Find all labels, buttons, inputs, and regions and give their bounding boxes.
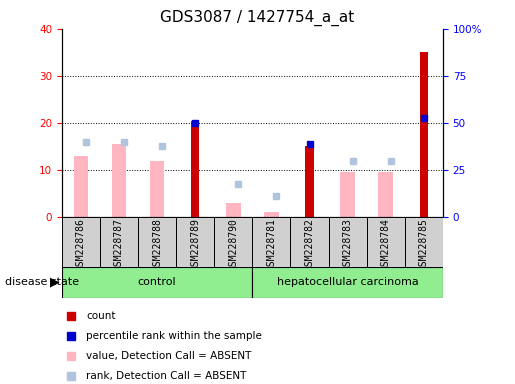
Text: GSM228784: GSM228784	[381, 218, 391, 271]
Bar	[112, 144, 126, 217]
Bar	[226, 203, 241, 217]
Text: GSM228788: GSM228788	[152, 218, 162, 271]
Bar	[191, 121, 199, 217]
Text: GSM228782: GSM228782	[304, 218, 315, 271]
Bar	[150, 161, 164, 217]
Bar	[379, 172, 393, 217]
Bar	[138, 217, 176, 267]
Text: GSM228781: GSM228781	[266, 218, 277, 271]
Bar	[329, 217, 367, 267]
Text: control: control	[138, 277, 176, 287]
Bar	[290, 217, 329, 267]
Bar	[214, 217, 252, 267]
Bar	[74, 156, 88, 217]
Text: count: count	[86, 311, 116, 321]
Text: GSM228783: GSM228783	[342, 218, 353, 271]
Text: rank, Detection Call = ABSENT: rank, Detection Call = ABSENT	[86, 371, 247, 381]
Text: percentile rank within the sample: percentile rank within the sample	[86, 331, 262, 341]
Text: GSM228789: GSM228789	[190, 218, 200, 271]
Text: GSM228787: GSM228787	[114, 218, 124, 271]
Bar	[100, 217, 138, 267]
Bar	[305, 146, 314, 217]
Text: GSM228786: GSM228786	[76, 218, 86, 271]
Text: value, Detection Call = ABSENT: value, Detection Call = ABSENT	[86, 351, 251, 361]
Text: hepatocellular carcinoma: hepatocellular carcinoma	[277, 277, 419, 287]
Text: disease state: disease state	[5, 277, 79, 287]
Bar	[62, 267, 252, 298]
Bar	[367, 217, 405, 267]
Text: GSM228785: GSM228785	[419, 218, 429, 271]
Bar	[62, 217, 100, 267]
Bar	[405, 217, 443, 267]
Text: GDS3087 / 1427754_a_at: GDS3087 / 1427754_a_at	[160, 10, 355, 26]
Bar	[264, 212, 279, 217]
Bar	[420, 52, 428, 217]
Text: ▶: ▶	[49, 276, 59, 289]
Text: GSM228790: GSM228790	[228, 218, 238, 271]
Bar	[252, 217, 290, 267]
Bar	[340, 172, 355, 217]
Bar	[176, 217, 214, 267]
Bar	[252, 267, 443, 298]
